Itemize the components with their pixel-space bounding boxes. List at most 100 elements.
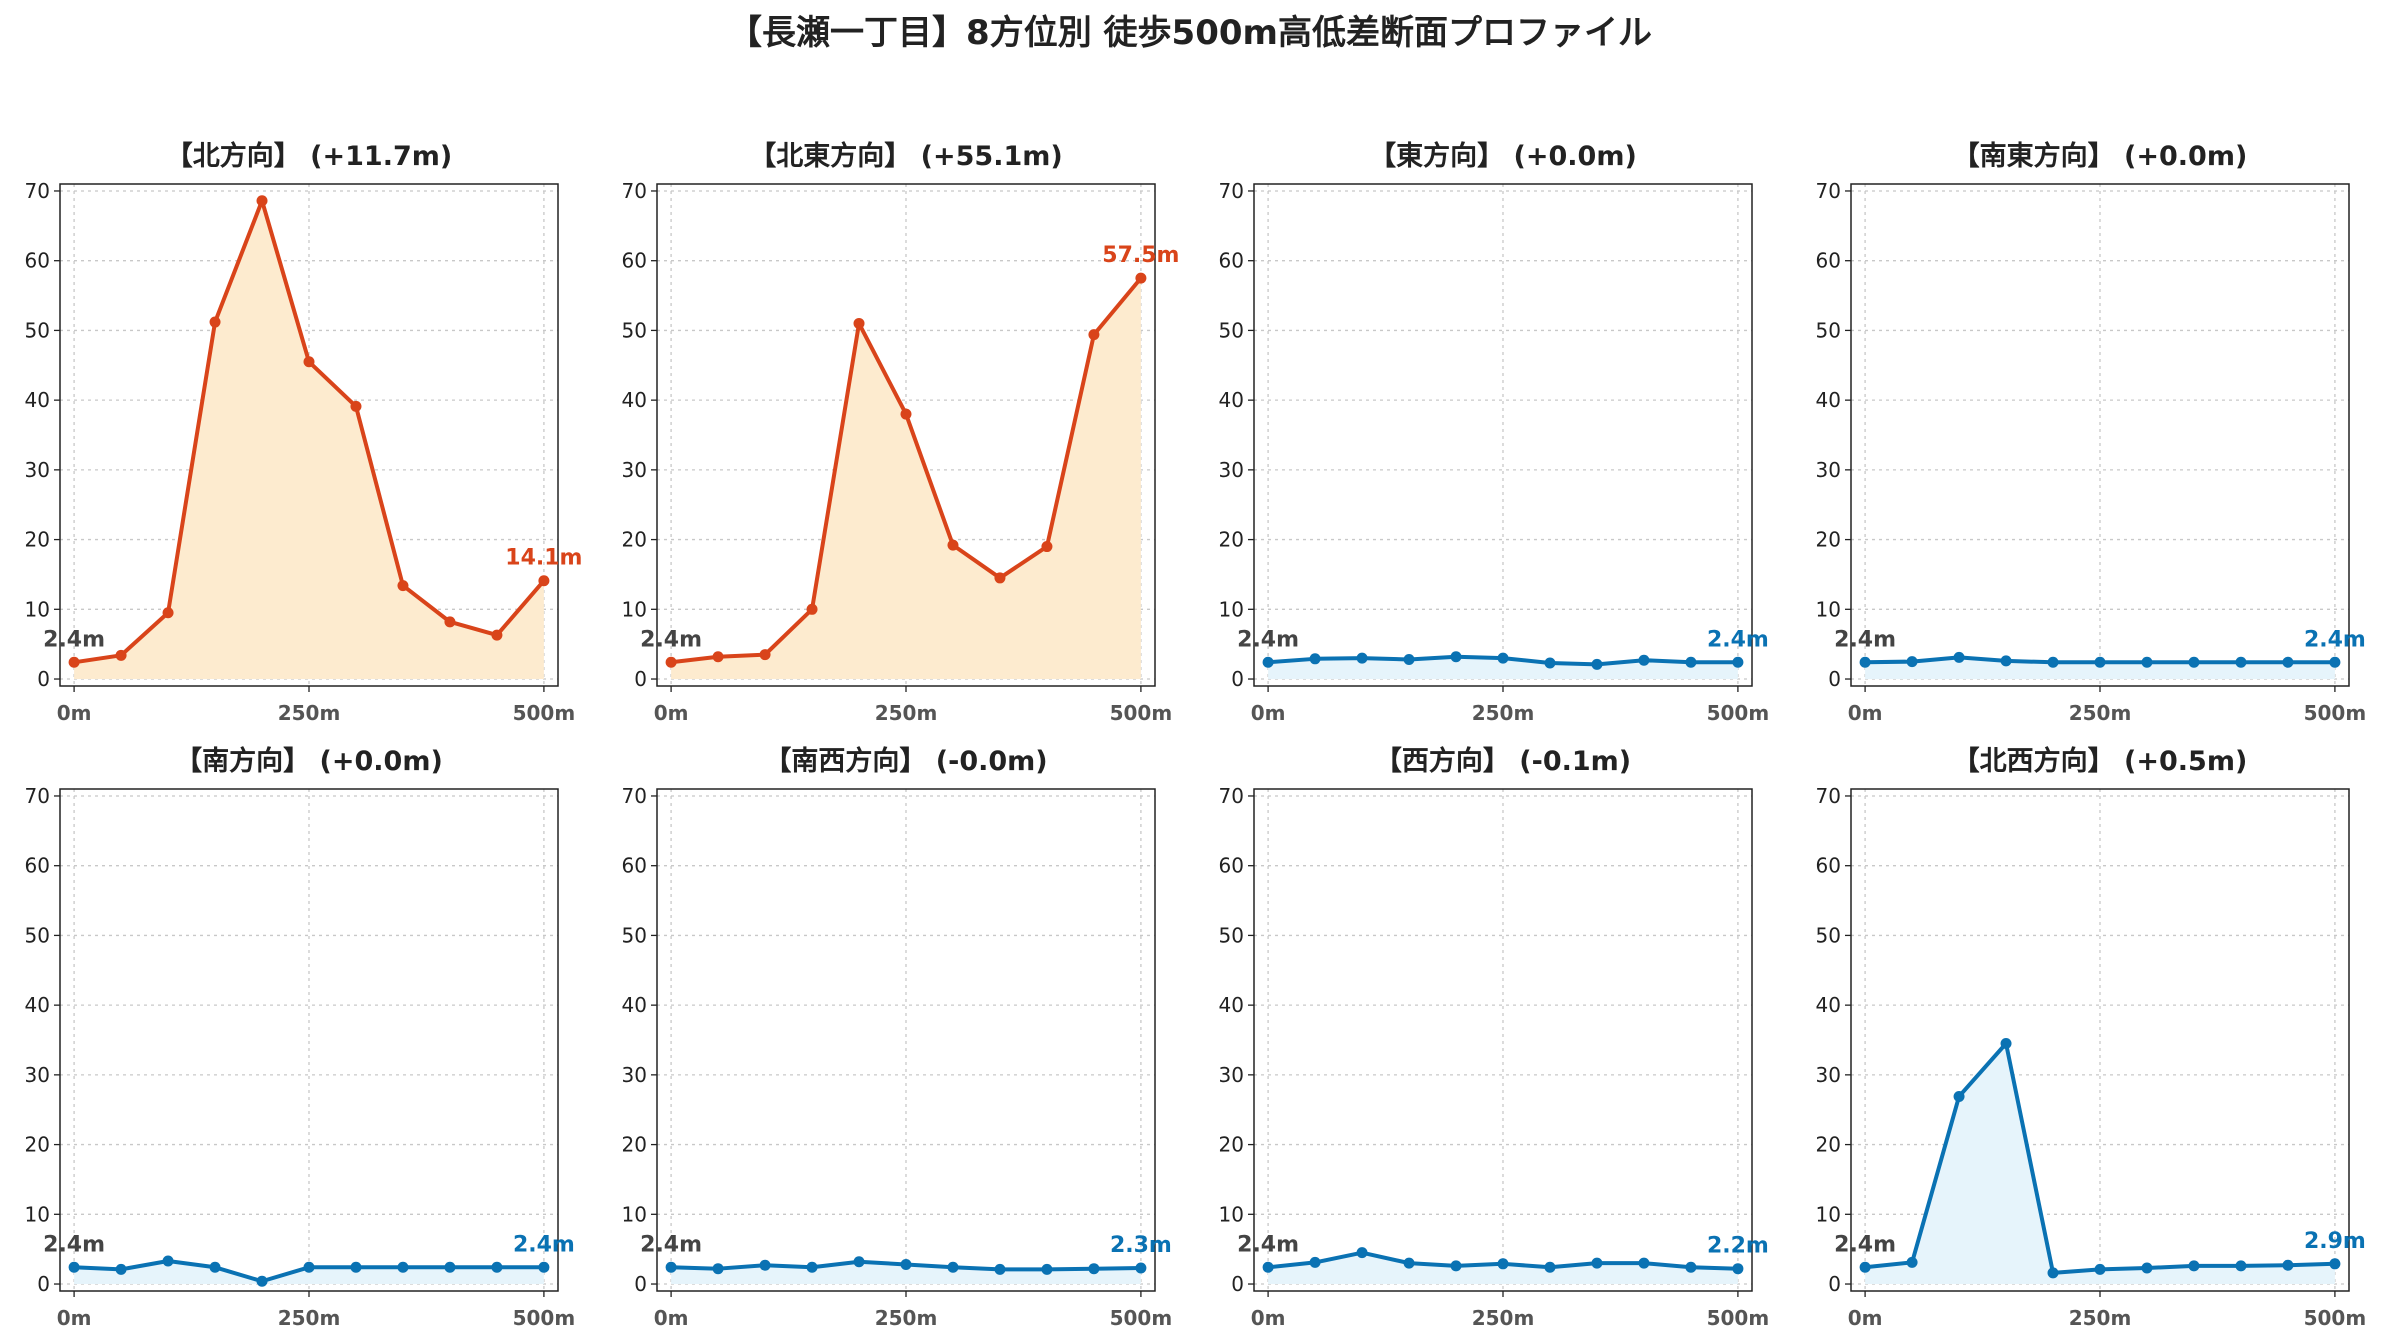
x-tick-label: 500m xyxy=(1707,1306,1770,1330)
x-tick-label: 250m xyxy=(2069,1306,2132,1330)
panel-title: 【北東方向】 (+55.1m) xyxy=(749,140,1062,172)
x-tick-label: 250m xyxy=(278,1306,341,1330)
panel-5: 【南西方向】 (-0.0m) 0 10 20 30 40 50 60 70 0m 250m 500m 2… xyxy=(622,745,1173,1330)
plot-frame xyxy=(1850,788,2350,1292)
elevation-point xyxy=(2094,1263,2106,1275)
y-tick-label: 60 xyxy=(1816,854,1841,878)
y-tick-label: 40 xyxy=(1219,388,1244,412)
panel-0: 【北方向】 (+11.7m) 0 10 20 30 40 50 60 70 0m 250m 500m 2… xyxy=(25,140,583,725)
elevation-point xyxy=(1732,656,1744,668)
elevation-area xyxy=(74,200,544,680)
elevation-point xyxy=(1403,1257,1415,1269)
elevation-point xyxy=(303,356,315,368)
elevation-point xyxy=(1953,651,1965,663)
elevation-point xyxy=(759,1259,771,1271)
x-tick-label: 0m xyxy=(1848,1306,1883,1330)
plot-frame xyxy=(656,183,1156,687)
elevation-point xyxy=(1497,1258,1509,1270)
y-tick-label: 20 xyxy=(622,528,647,552)
start-elevation-label: 2.4m xyxy=(640,627,702,652)
panel-title: 【西方向】 (-0.1m) xyxy=(1375,745,1631,777)
panel-4: 【南方向】 (+0.0m) 0 10 20 30 40 50 60 70 0m 250m 500m 2.… xyxy=(25,745,576,1330)
elevation-point xyxy=(1497,652,1509,664)
elevation-point xyxy=(209,316,221,328)
panel-title: 【南西方向】 (-0.0m) xyxy=(764,745,1047,777)
elevation-point xyxy=(2329,1258,2341,1270)
y-tick-label: 70 xyxy=(25,784,50,808)
x-tick-label: 250m xyxy=(875,1306,938,1330)
elevation-point xyxy=(1309,1256,1321,1268)
elevation-point xyxy=(2188,656,2200,668)
plot-frame xyxy=(59,788,559,1292)
elevation-point xyxy=(712,651,724,663)
x-tick-label: 250m xyxy=(1472,701,1535,725)
start-elevation-label: 2.4m xyxy=(43,627,105,652)
x-tick-label: 500m xyxy=(2304,701,2367,725)
elevation-point xyxy=(1544,657,1556,669)
elevation-point xyxy=(1859,1261,1871,1273)
elevation-point xyxy=(303,1261,315,1273)
end-elevation-label: 2.4m xyxy=(2304,627,2366,652)
elevation-point xyxy=(2141,656,2153,668)
start-elevation-label: 2.4m xyxy=(640,1232,702,1257)
y-tick-label: 10 xyxy=(25,597,50,621)
elevation-point xyxy=(806,603,818,615)
y-tick-label: 20 xyxy=(1219,1133,1244,1157)
elevation-point xyxy=(68,656,80,668)
y-tick-label: 50 xyxy=(622,318,647,342)
panel-title: 【北方向】 (+11.7m) xyxy=(166,140,452,172)
y-tick-label: 0 xyxy=(1828,1272,1841,1296)
elevation-area xyxy=(671,278,1141,680)
start-elevation-label: 2.4m xyxy=(43,1232,105,1257)
elevation-point xyxy=(994,1263,1006,1275)
elevation-point xyxy=(162,607,174,619)
elevation-point xyxy=(1591,1257,1603,1269)
elevation-point xyxy=(2141,1262,2153,1274)
y-tick-label: 0 xyxy=(634,1272,647,1296)
elevation-point xyxy=(2047,1267,2059,1279)
y-tick-label: 60 xyxy=(25,854,50,878)
start-elevation-label: 2.4m xyxy=(1834,627,1896,652)
y-tick-label: 70 xyxy=(622,784,647,808)
y-tick-label: 40 xyxy=(25,993,50,1017)
elevation-point xyxy=(2282,656,2294,668)
elevation-point xyxy=(397,580,409,592)
elevation-point xyxy=(491,629,503,641)
elevation-point xyxy=(1135,1262,1147,1274)
y-tick-label: 70 xyxy=(1816,784,1841,808)
elevation-point xyxy=(1135,272,1147,284)
elevation-point xyxy=(900,1259,912,1271)
y-tick-label: 0 xyxy=(1231,1272,1244,1296)
x-tick-label: 0m xyxy=(57,1306,92,1330)
elevation-point xyxy=(853,1256,865,1268)
elevation-point xyxy=(806,1261,818,1273)
elevation-point xyxy=(256,195,268,207)
elevation-point xyxy=(759,649,771,661)
y-tick-label: 50 xyxy=(1219,923,1244,947)
y-tick-label: 70 xyxy=(1816,179,1841,203)
elevation-point xyxy=(2188,1260,2200,1272)
plot-frame xyxy=(1253,183,1753,687)
x-tick-label: 500m xyxy=(1707,701,1770,725)
y-tick-label: 20 xyxy=(1816,1133,1841,1157)
elevation-point xyxy=(1685,656,1697,668)
y-tick-label: 60 xyxy=(1816,249,1841,273)
y-tick-label: 20 xyxy=(622,1133,647,1157)
x-tick-label: 0m xyxy=(654,701,689,725)
plot-frame xyxy=(1850,183,2350,687)
elevation-point xyxy=(350,1261,362,1273)
y-tick-label: 30 xyxy=(1219,1063,1244,1087)
x-tick-label: 0m xyxy=(1848,701,1883,725)
end-elevation-label: 57.5m xyxy=(1102,243,1179,268)
y-tick-label: 20 xyxy=(25,1133,50,1157)
elevation-point xyxy=(1544,1261,1556,1273)
elevation-point xyxy=(115,1263,127,1275)
x-tick-label: 500m xyxy=(2304,1306,2367,1330)
elevation-point xyxy=(2000,1037,2012,1049)
panel-3: 【南東方向】 (+0.0m) 0 10 20 30 40 50 60 70 0m 250m 500m 2… xyxy=(1816,140,2367,725)
plot-frame xyxy=(1253,788,1753,1292)
panel-title: 【南東方向】 (+0.0m) xyxy=(1953,140,2248,172)
y-tick-label: 30 xyxy=(622,458,647,482)
elevation-point xyxy=(397,1261,409,1273)
elevation-point xyxy=(2235,1260,2247,1272)
